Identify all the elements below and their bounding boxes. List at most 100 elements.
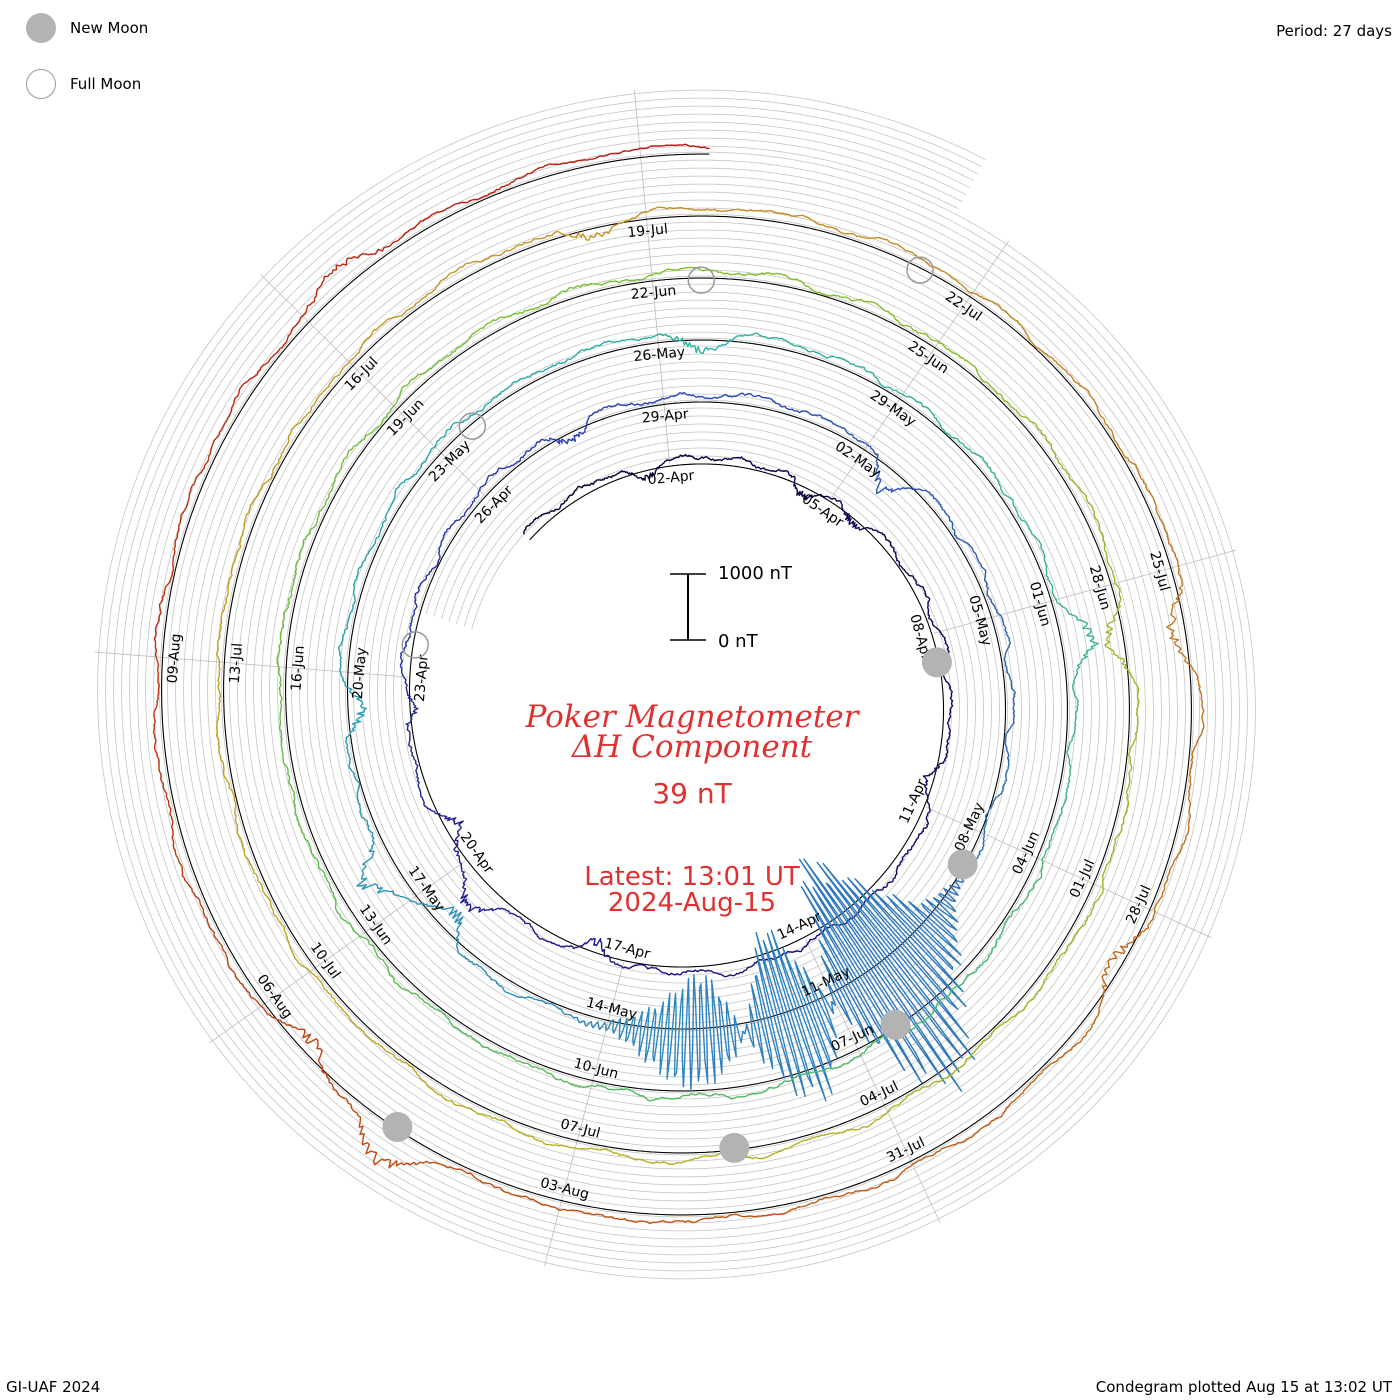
data-trace-segment: [847, 297, 1015, 410]
data-trace-segment: [830, 497, 915, 579]
data-trace-segment: [1013, 911, 1156, 1102]
data-trace-segment: [742, 332, 904, 396]
data-trace-segment: [401, 147, 641, 238]
radial-spoke: [94, 651, 408, 678]
data-trace-segment: [651, 266, 849, 299]
grid-spiral-7: [105, 97, 1248, 1272]
legend-full-moon-label: Full Moon: [70, 75, 142, 93]
data-trace-segment: [1104, 582, 1140, 788]
full-moon-marker: [687, 266, 716, 294]
date-label-04-Jun: 04-Jun: [1009, 829, 1043, 877]
data-trace-segment: [198, 899, 344, 1099]
date-label-10-Jun: 10-Jun: [572, 1056, 620, 1083]
new-moon-marker: [719, 1132, 750, 1163]
data-trace-segment: [972, 292, 1130, 461]
data-trace-segment: [402, 676, 428, 808]
full-moon-marker: [401, 631, 429, 659]
credit-label: GI-UAF 2024: [6, 1378, 101, 1396]
data-trace-segment: [466, 274, 652, 342]
latest-date: 2024-Aug-15: [608, 888, 776, 918]
data-trace-segment: [152, 656, 201, 901]
radial-spoke: [830, 240, 1010, 500]
new-moon-marker: [947, 849, 978, 880]
date-label-26-May: 26-May: [633, 344, 686, 365]
data-trace-segment: [342, 1097, 560, 1211]
date-label-29-Apr: 29-Apr: [641, 406, 689, 426]
data-trace-segment: [804, 410, 925, 495]
data-trace-segment: [1020, 519, 1100, 687]
data-trace-segment: [353, 446, 436, 591]
full-moon-icon: [26, 69, 56, 99]
data-trace-segment: [1013, 408, 1116, 584]
full-moon-marker: [906, 256, 934, 284]
data-trace-segment: [1153, 681, 1205, 913]
data-trace-segment: [559, 1206, 801, 1225]
data-trace-segment: [887, 976, 1048, 1113]
grid-spiral-4: [129, 121, 1224, 1248]
data-trace-segment: [222, 771, 311, 972]
data-trace-segment: [227, 236, 403, 419]
date-label-22-Jun: 22-Jun: [630, 283, 677, 303]
grid-spiral-8: [97, 89, 1256, 1280]
chart-title-line1: Poker Magnetometer: [525, 699, 861, 735]
plotted-timestamp: Condegram plotted Aug 15 at 13:02 UT: [1095, 1378, 1392, 1396]
new-moon-marker: [382, 1112, 413, 1142]
date-label-20-May: 20-May: [350, 647, 370, 700]
date-label-29-May: 29-May: [867, 388, 919, 431]
date-label-25-Jul: 25-Jul: [1146, 550, 1172, 593]
date-label-02-May: 02-May: [832, 439, 884, 482]
data-trace-segment: [922, 690, 954, 809]
radial-spoke: [260, 274, 485, 496]
date-label-13-Jun: 13-Jun: [356, 902, 395, 948]
date-label-14-Apr: 14-Apr: [775, 909, 824, 944]
current-value: 39 nT: [652, 777, 732, 810]
radial-spoke: [544, 962, 624, 1267]
new-moon-marker: [921, 647, 952, 678]
data-trace-segment: [348, 238, 536, 363]
new-moon-icon: [26, 13, 56, 43]
legend-new-moon-label: New Moon: [70, 19, 149, 37]
data-trace-segment: [426, 807, 508, 913]
date-label-20-Apr: 20-Apr: [457, 829, 497, 877]
grid-spiral-1: [153, 145, 1200, 1224]
legend-new-moon: New Moon: [26, 13, 148, 43]
data-trace-segment: [622, 963, 750, 978]
data-trace-segment: [533, 397, 664, 448]
data-trace-segment: [663, 391, 805, 414]
chart-title-line2: ΔH Component: [571, 729, 813, 765]
date-label-22-Jul: 22-Jul: [942, 289, 984, 325]
data-trace-segment: [760, 209, 973, 294]
period-label: Period: 27 days: [1276, 22, 1392, 40]
latest-time: Latest: 13:01 UT: [584, 862, 800, 892]
data-trace-segment: [1041, 686, 1079, 861]
baseline-spiral: [161, 153, 1192, 1216]
date-label-23-Apr: 23-Apr: [412, 654, 432, 702]
legend-full-moon: Full Moon: [26, 69, 141, 99]
radial-spoke: [933, 549, 1237, 634]
data-trace-segment: [399, 546, 441, 678]
data-trace-segment: [309, 970, 475, 1112]
data-trace-segment: [725, 456, 832, 501]
data-trace-segment: [639, 143, 710, 150]
data-trace-segment: [533, 988, 685, 1088]
data-trace-segment: [153, 417, 229, 658]
data-trace-segment: [591, 1084, 775, 1102]
data-trace-segment: [434, 355, 576, 447]
new-moon-marker: [880, 1009, 911, 1040]
data-trace-segment: [535, 206, 761, 241]
data-trace-segment: [347, 752, 411, 901]
date-label-13-Jul: 13-Jul: [227, 642, 246, 684]
data-trace-segment: [425, 1002, 592, 1089]
data-trace-segment: [277, 666, 313, 855]
radial-spoke: [633, 89, 671, 465]
data-trace-segment: [859, 808, 931, 910]
data-trace-segment: [999, 614, 1016, 763]
data-trace-segment: [902, 394, 1022, 520]
date-label-02-Apr: 02-Apr: [647, 468, 695, 488]
date-label-11-Apr: 11-Apr: [896, 777, 930, 826]
data-trace-segment: [798, 858, 976, 1092]
radial-spoke: [805, 938, 941, 1223]
data-trace-segment: [473, 1110, 682, 1166]
data-trace-segment: [439, 446, 534, 548]
